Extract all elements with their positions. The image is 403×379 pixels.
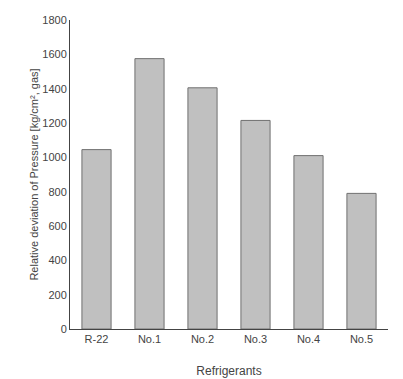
svg-text:600: 600 bbox=[48, 220, 66, 232]
svg-text:1000: 1000 bbox=[42, 151, 66, 163]
svg-text:0: 0 bbox=[61, 323, 67, 335]
svg-text:No.4: No.4 bbox=[297, 333, 320, 345]
svg-text:200: 200 bbox=[48, 289, 66, 301]
svg-text:800: 800 bbox=[48, 186, 66, 198]
svg-text:No.5: No.5 bbox=[350, 333, 373, 345]
svg-text:1600: 1600 bbox=[42, 48, 66, 60]
svg-text:1400: 1400 bbox=[42, 83, 66, 95]
svg-text:1200: 1200 bbox=[42, 117, 66, 129]
svg-text:No.2: No.2 bbox=[191, 333, 214, 345]
svg-text:Relative deviation of Pressure: Relative deviation of Pressure [kg/cm², … bbox=[28, 68, 40, 280]
svg-text:No.1: No.1 bbox=[138, 333, 161, 345]
svg-text:1800: 1800 bbox=[42, 14, 66, 26]
svg-text:No.3: No.3 bbox=[244, 333, 267, 345]
svg-text:400: 400 bbox=[48, 254, 66, 266]
svg-text:R-22: R-22 bbox=[85, 333, 109, 345]
svg-text:Refrigerants: Refrigerants bbox=[196, 364, 261, 378]
